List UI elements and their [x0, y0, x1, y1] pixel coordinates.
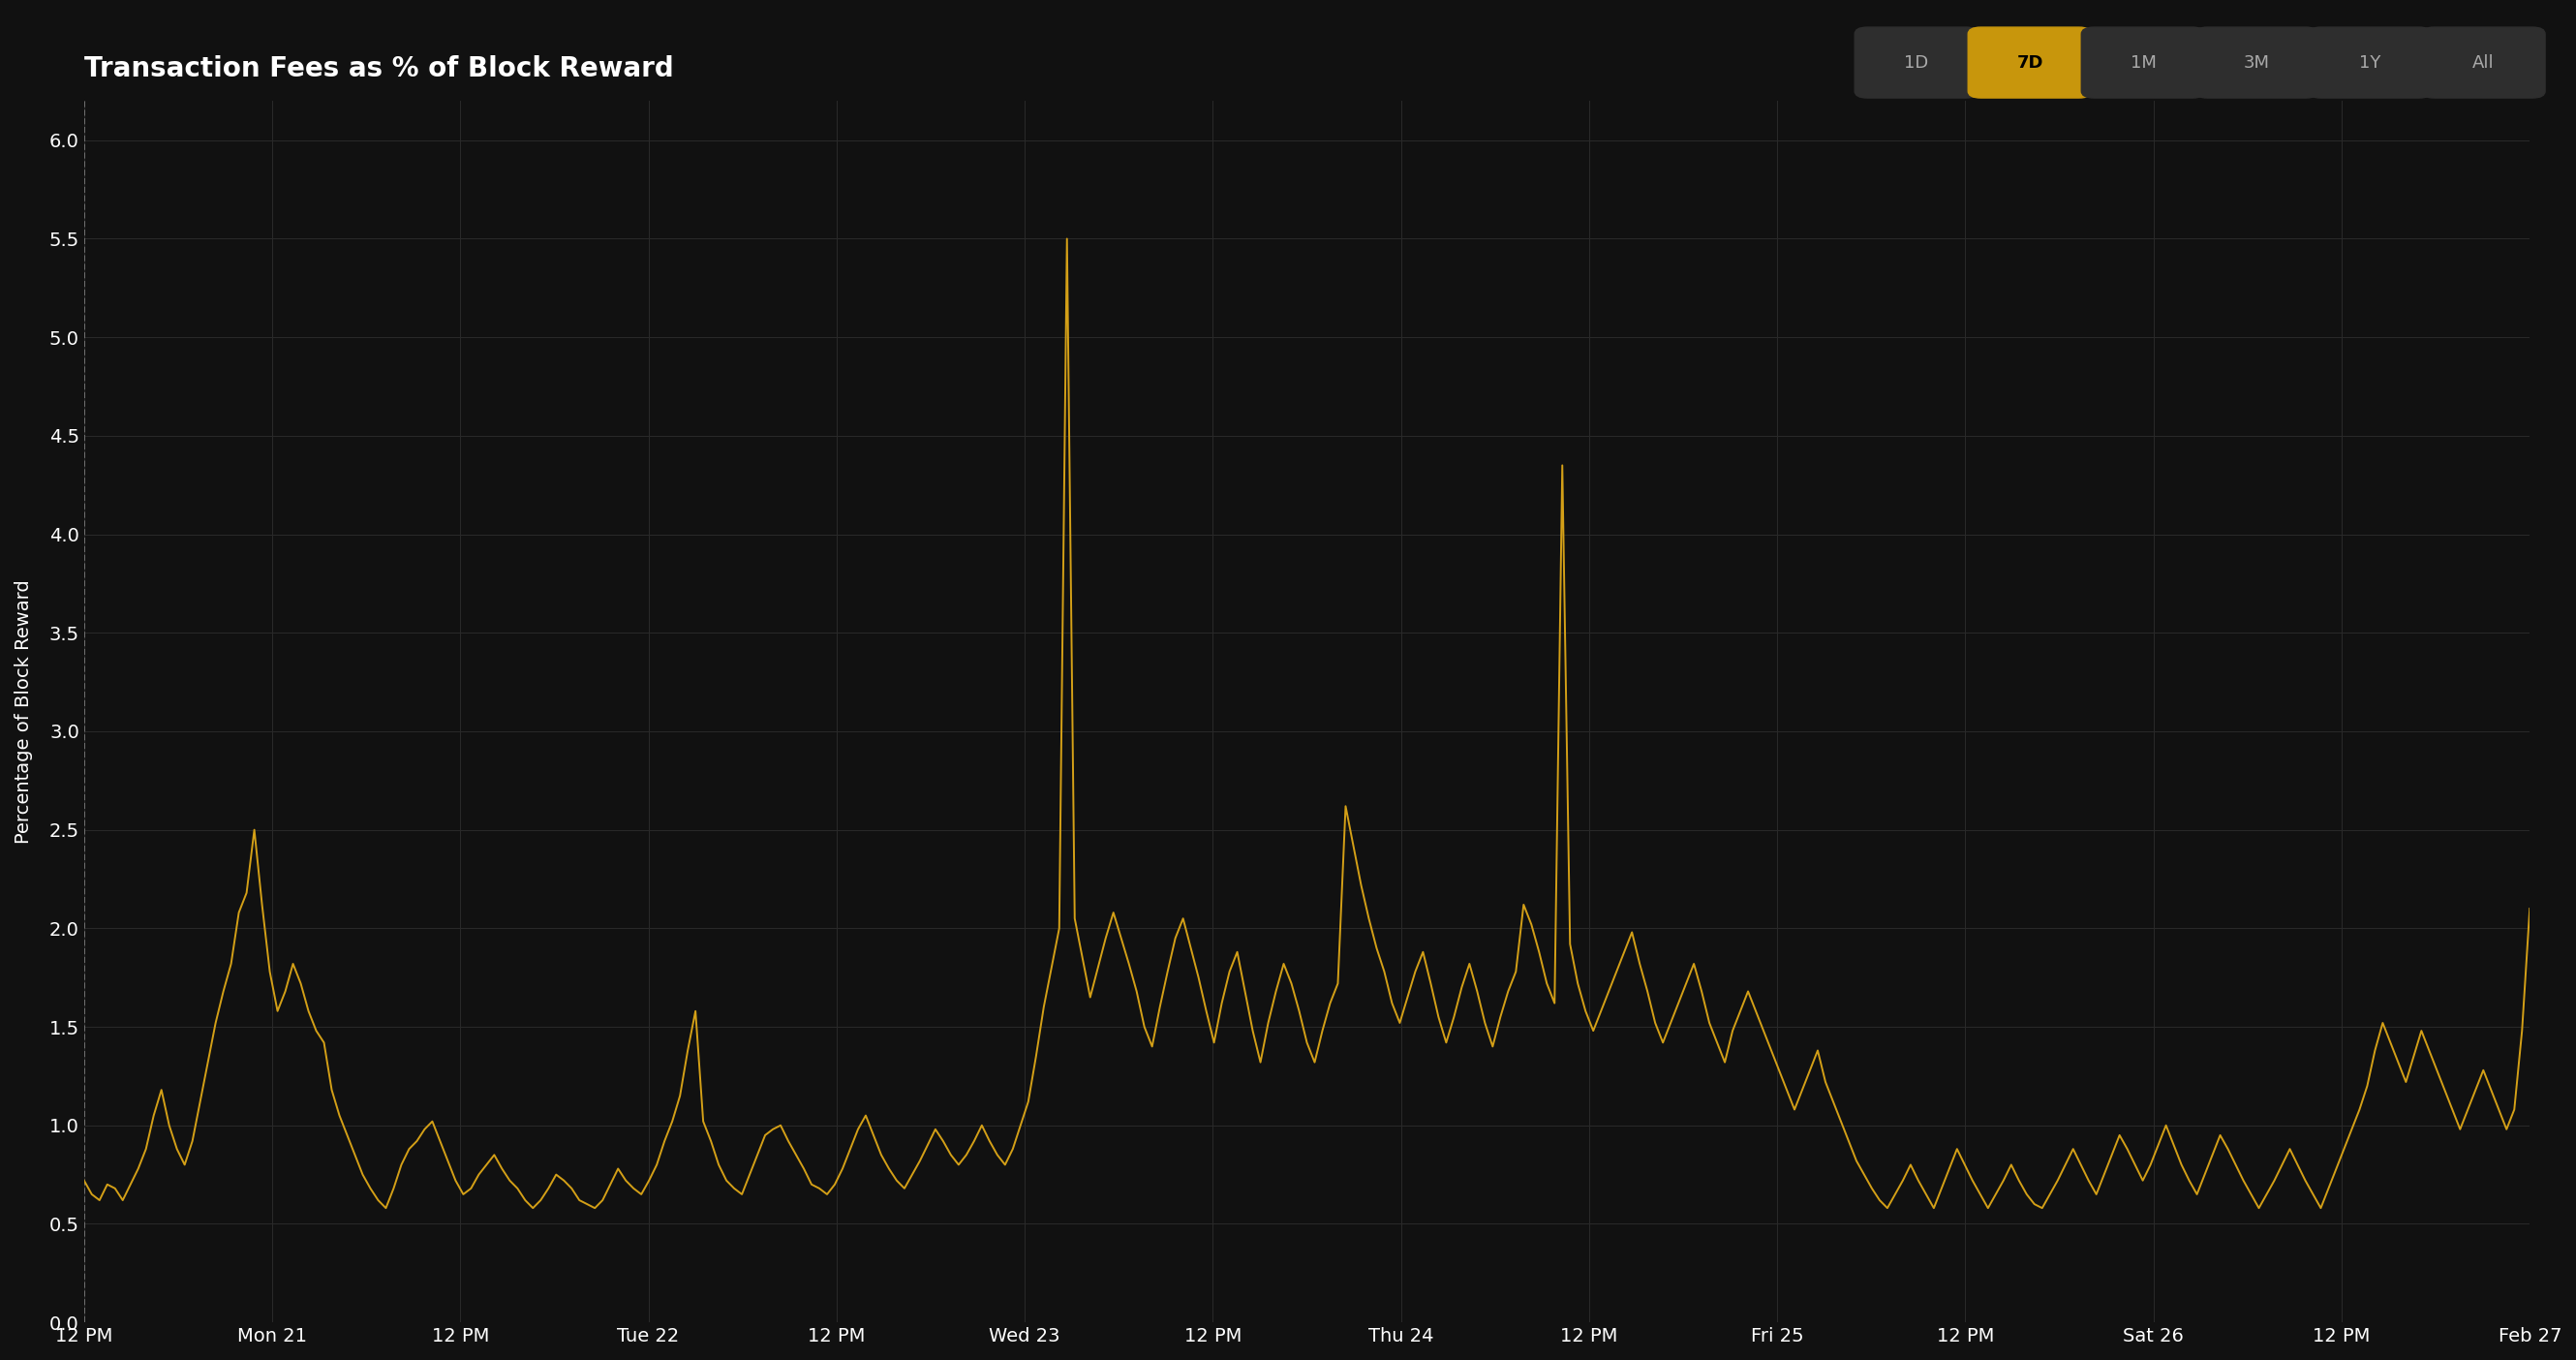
- Text: All: All: [2473, 54, 2494, 71]
- Text: 1D: 1D: [1904, 54, 1929, 71]
- Text: Transaction Fees as % of Block Reward: Transaction Fees as % of Block Reward: [85, 56, 672, 83]
- Text: 3M: 3M: [2244, 54, 2269, 71]
- Y-axis label: Percentage of Block Reward: Percentage of Block Reward: [15, 579, 33, 843]
- Text: 1Y: 1Y: [2360, 54, 2380, 71]
- Text: 1M: 1M: [2130, 54, 2156, 71]
- Text: 7D: 7D: [2017, 54, 2043, 71]
